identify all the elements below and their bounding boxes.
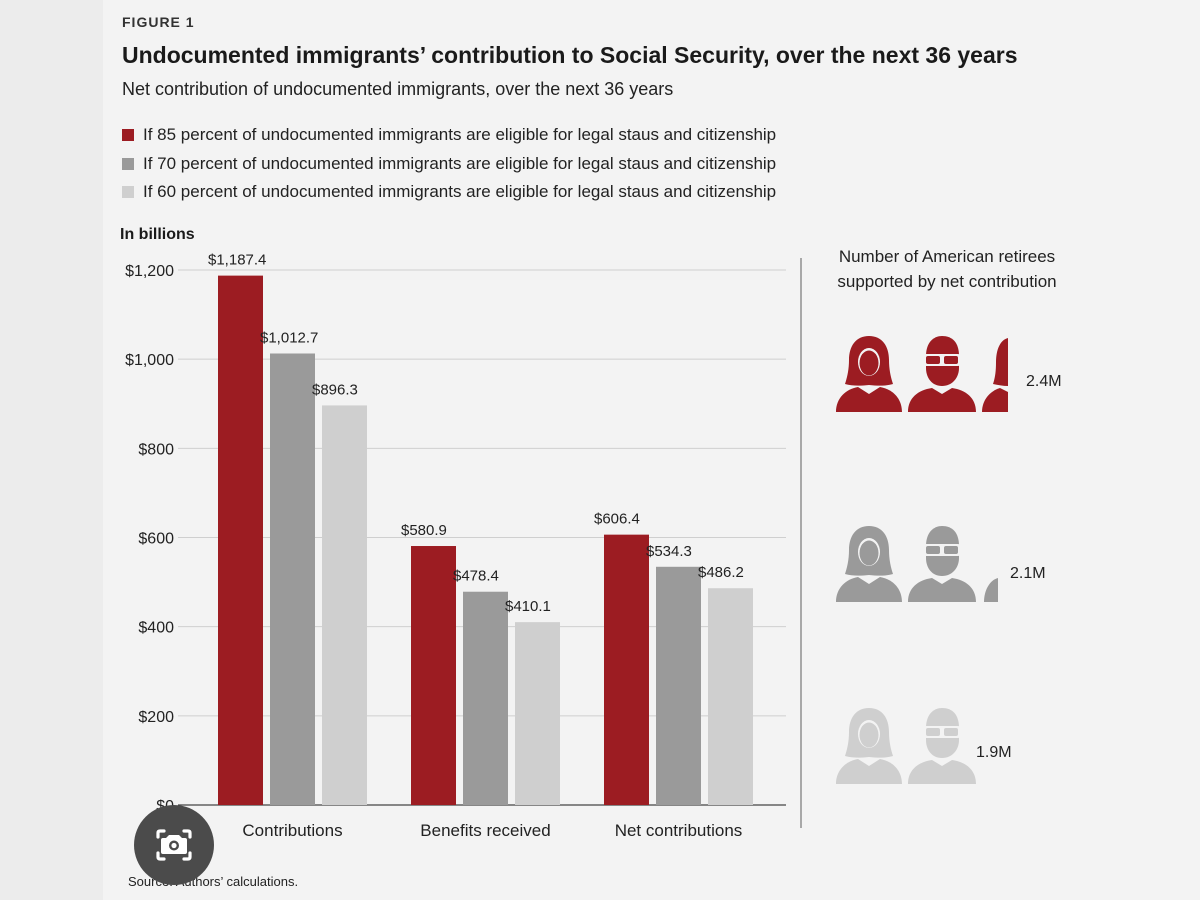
retirees-row-70 [834,524,1002,604]
partial-female-person-icon [980,334,1008,414]
bar-contributions-series-3 [322,405,367,805]
data-label: $896.3 [312,381,358,398]
y-tick-label: $400 [138,620,174,637]
x-category-label: Net contributions [615,821,743,840]
legend-item-70: If 70 percent of undocumented immigrants… [122,150,776,179]
retirees-panel-title: Number of American retirees supported by… [837,247,1057,291]
male-person-with-glasses-icon [906,706,978,786]
bar-benefits-received-series-2 [463,591,508,805]
lens-search-button[interactable] [134,805,214,885]
legend-label-70: If 70 percent of undocumented immigrants… [143,153,777,173]
retirees-value-70: 2.1M [1010,565,1046,582]
legend-label-60: If 60 percent of undocumented immigrants… [143,182,777,202]
legend-item-85: If 85 percent of undocumented immigrants… [122,121,776,150]
partial-person-icon [984,578,998,602]
y-tick-label: $800 [138,441,174,458]
lens-search-icon [156,829,192,861]
bar-net-contributions-series-3 [708,588,753,805]
retirees-row-60 [834,706,980,786]
bar-contributions-series-1 [218,275,263,805]
bar-net-contributions-series-2 [656,566,701,805]
figure-label: FIGURE 1 [122,14,195,30]
data-label: $478.4 [453,568,499,585]
x-category-label: Contributions [242,821,342,840]
y-tick-label: $1,000 [125,352,174,369]
legend-label-85: If 85 percent of undocumented immigrants… [143,125,777,145]
y-tick-label: $1,200 [125,263,174,280]
data-label: $580.9 [401,522,447,539]
chart-title: Undocumented immigrants’ contribution to… [122,42,1018,68]
y-tick-label: $200 [138,709,174,726]
female-person-icon [834,524,904,604]
retirees-row-85 [834,334,1010,414]
female-person-icon [834,334,904,414]
female-person-icon [834,706,904,786]
retirees-value-60: 1.9M [976,744,1012,761]
data-label: $1,012.7 [260,330,318,347]
legend-item-60: If 60 percent of undocumented immigrants… [122,178,776,207]
y-tick-label: $600 [138,531,174,548]
bar-net-contributions-series-1 [604,534,649,805]
chart-subtitle: Net contribution of undocumented immigra… [122,79,674,99]
legend-swatch-60 [122,186,134,199]
legend: If 85 percent of undocumented immigrants… [122,121,776,207]
data-label: $606.4 [594,511,640,528]
bar-benefits-received-series-1 [411,546,456,805]
data-label: $534.3 [646,543,692,560]
data-label: $486.2 [698,564,744,581]
bar-benefits-received-series-3 [515,622,560,805]
male-person-with-glasses-icon [906,524,978,604]
legend-swatch-70 [122,157,134,170]
y-axis-label: In billions [120,226,195,243]
male-person-with-glasses-icon [906,334,978,414]
data-label: $410.1 [505,598,551,615]
data-label: $1,187.4 [208,252,266,269]
x-category-label: Benefits received [420,821,550,840]
retirees-value-85: 2.4M [1026,373,1062,390]
bar-contributions-series-2 [270,353,315,805]
legend-swatch-85 [122,129,134,142]
